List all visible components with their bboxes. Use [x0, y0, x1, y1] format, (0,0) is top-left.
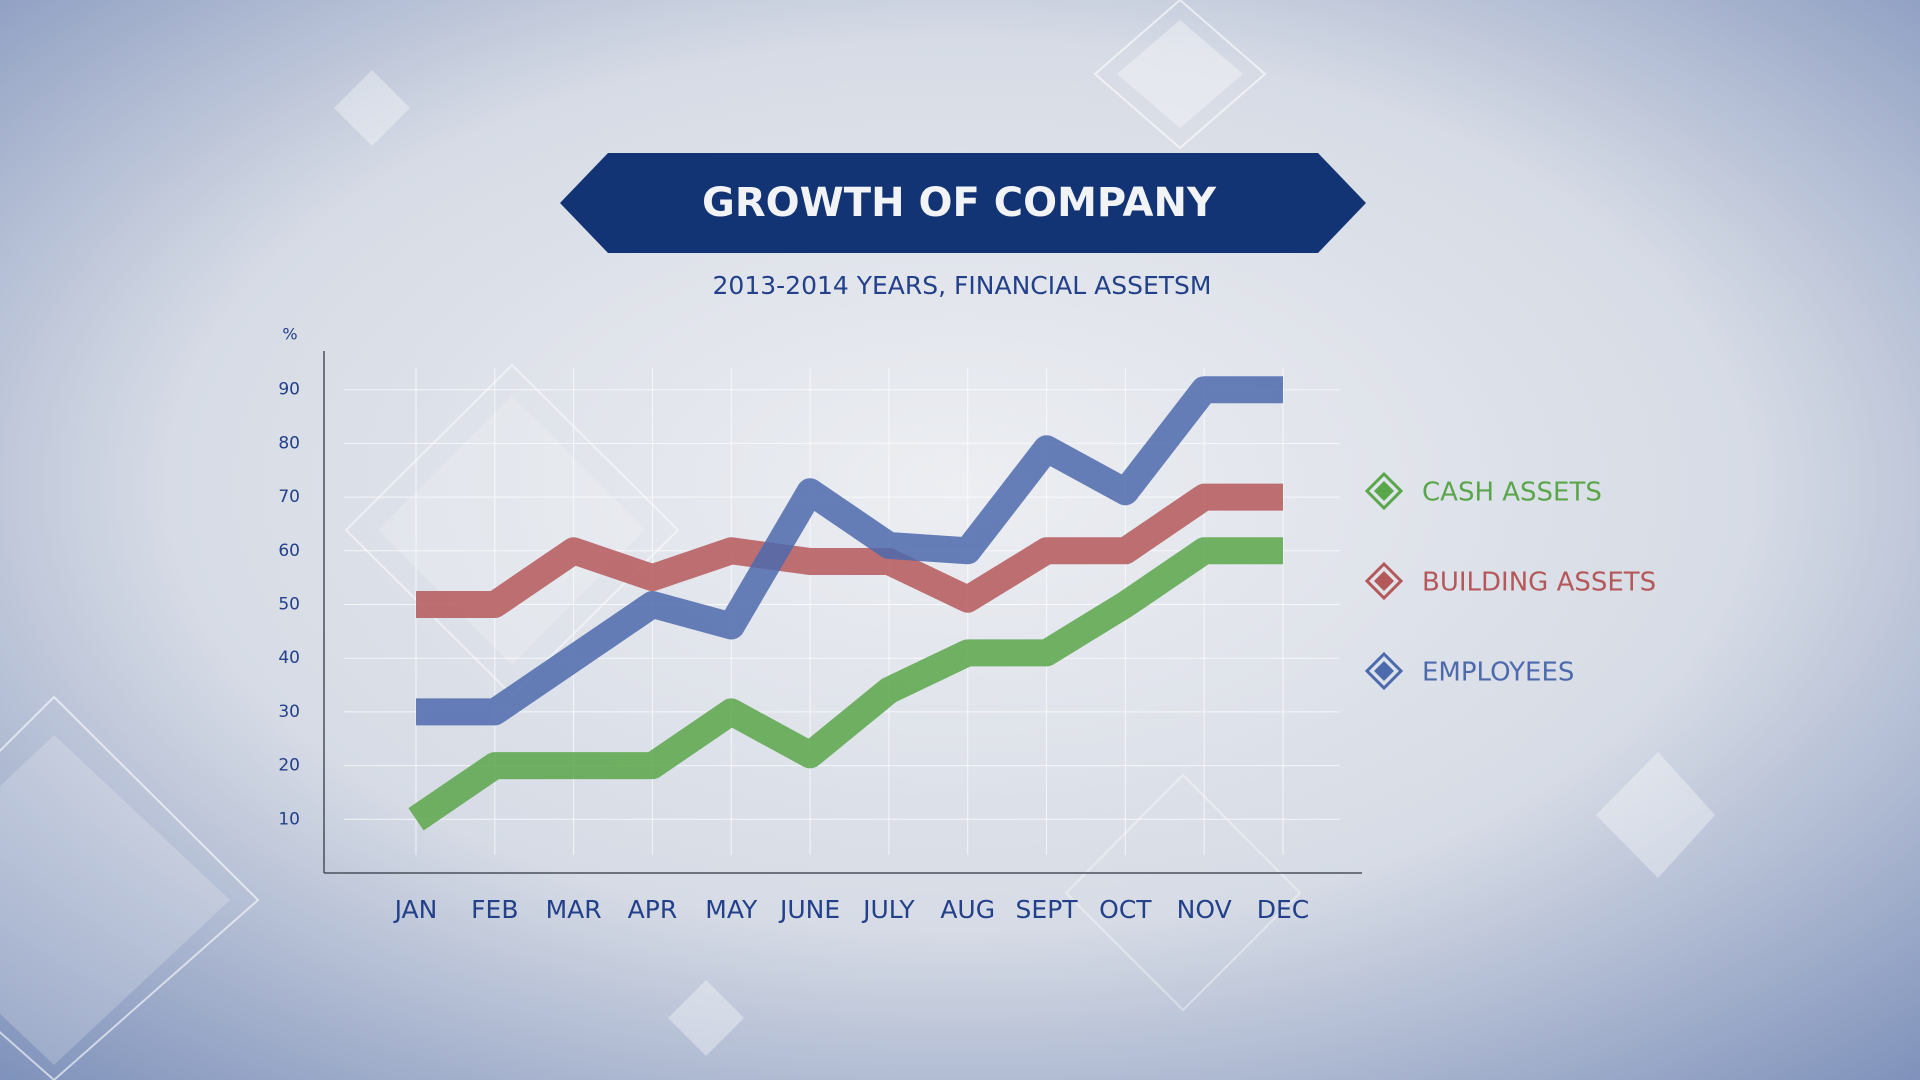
y-tick-label: 10	[278, 809, 300, 829]
x-tick-label: SEPT	[1016, 895, 1079, 924]
title-banner	[560, 153, 1366, 253]
x-tick-label: JUNE	[778, 895, 840, 924]
legend-label: EMPLOYEES	[1422, 658, 1574, 688]
x-tick-label: APR	[628, 895, 678, 924]
legend-label: CASH ASSETS	[1422, 478, 1602, 508]
y-tick-label: 40	[278, 648, 300, 668]
data-line	[416, 483, 1283, 618]
x-tick-label: FEB	[471, 895, 518, 924]
y-tick-label: 20	[278, 756, 300, 776]
decor	[0, 0, 1715, 1080]
legend-marker-outline	[1364, 651, 1404, 691]
legend-marker-outline	[1364, 471, 1404, 511]
y-tick-label: 90	[278, 380, 300, 400]
data-line	[408, 537, 1283, 831]
data-line	[416, 376, 1283, 726]
legend-marker	[1374, 661, 1394, 681]
x-tick-label: AUG	[940, 895, 995, 924]
x-tick-label: NOV	[1177, 895, 1232, 924]
legend-marker	[1374, 481, 1394, 501]
y-axis-label: %	[282, 325, 297, 344]
y-tick-label: 60	[278, 541, 300, 561]
chart-subtitle: 2013-2014 YEARS, FINANCIAL ASSETSM	[713, 271, 1212, 300]
legend-marker	[1374, 571, 1394, 591]
y-tick-label: 30	[278, 702, 300, 722]
legend-label: BUILDING ASSETS	[1422, 568, 1656, 598]
x-tick-label: OCT	[1099, 895, 1152, 924]
x-tick-label: JULY	[861, 895, 915, 924]
y-tick-label: 70	[278, 487, 300, 507]
x-tick-label: MAR	[546, 895, 602, 924]
x-tick-label: DEC	[1257, 895, 1310, 924]
y-tick-label: 50	[278, 595, 300, 615]
x-tick-label: JAN	[393, 895, 438, 924]
y-tick-label: 80	[278, 433, 300, 453]
x-tick-label: MAY	[705, 895, 758, 924]
chart-title: GROWTH OF COMPANY	[702, 180, 1217, 226]
legend-marker-outline	[1364, 561, 1404, 601]
